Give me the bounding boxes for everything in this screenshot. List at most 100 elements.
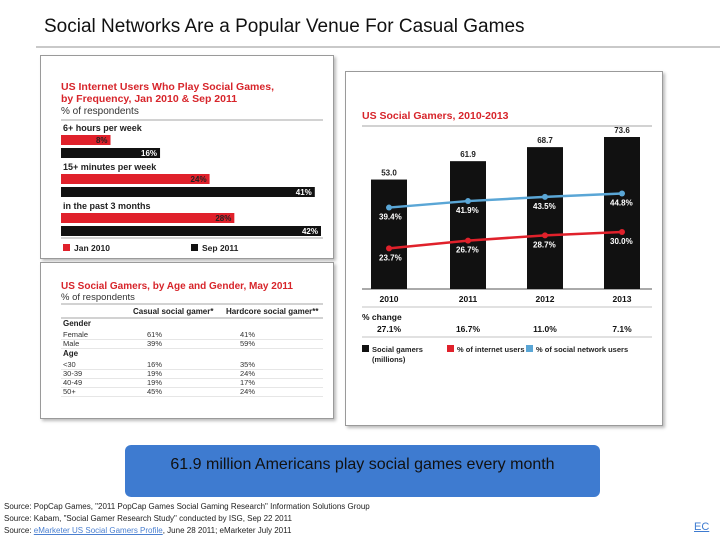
legend-label: % of social network users — [536, 345, 628, 354]
table-cell: 41% — [240, 330, 255, 339]
bar — [450, 161, 486, 289]
pct-change-value: 7.1% — [612, 324, 632, 334]
bar — [371, 179, 407, 289]
chart-title: US Internet Users Who Play Social Games, — [61, 81, 274, 93]
table-cell: 24% — [240, 369, 255, 378]
legend-label: (millions) — [372, 355, 406, 364]
line-value-label: 44.8% — [610, 199, 633, 208]
frequency-chart-panel: US Internet Users Who Play Social Games,… — [40, 55, 334, 259]
table-subtitle: % of respondents — [61, 292, 135, 303]
category-label: 6+ hours per week — [63, 123, 143, 133]
series-point — [465, 237, 471, 244]
frequency-chart: US Internet Users Who Play Social Games,… — [61, 81, 323, 253]
source-text: , June 28 2011; eMarketer July 2011 — [162, 526, 292, 535]
source-line: Source: Kabam, "Social Gamer Research St… — [4, 513, 370, 525]
source-prefix: Source: — [4, 502, 34, 511]
slide-title: Social Networks Are a Popular Venue For … — [44, 16, 525, 37]
legend-label: Social gamers — [372, 345, 423, 354]
table-cell: 59% — [240, 339, 255, 348]
legend-label: Jan 2010 — [74, 243, 110, 253]
source-line: Source: eMarketer US Social Gamers Profi… — [4, 525, 370, 537]
age-gender-table: US Social Gamers, by Age and Gender, May… — [61, 281, 323, 397]
data-label: 8% — [96, 136, 108, 145]
line-value-label: 23.7% — [379, 253, 402, 262]
callout-text: 61.9 million Americans play social games… — [170, 456, 555, 473]
x-tick-label: 2010 — [380, 294, 399, 304]
bar-value-label: 68.7 — [537, 136, 553, 145]
legend-swatch — [191, 244, 198, 251]
bar — [61, 135, 111, 145]
bar — [61, 174, 210, 184]
category-label: 15+ minutes per week — [63, 162, 157, 172]
x-tick-label: 2012 — [536, 294, 555, 304]
bar-value-label: 73.6 — [614, 126, 630, 135]
bar — [527, 147, 563, 289]
table-cell: 24% — [240, 387, 255, 396]
bar — [604, 137, 640, 289]
data-label: 24% — [191, 175, 207, 184]
series-point — [386, 245, 392, 252]
legend-swatch — [447, 345, 454, 352]
title-divider — [36, 46, 720, 48]
line-value-label: 30.0% — [610, 237, 633, 246]
source-line: Source: PopCap Games, "2011 PopCap Games… — [4, 501, 370, 513]
legend-swatch — [362, 345, 369, 352]
pct-change-value: 11.0% — [533, 324, 557, 334]
table-cell: 35% — [240, 360, 255, 369]
source-link[interactable]: eMarketer US Social Gamers Profile — [33, 526, 163, 535]
x-tick-label: 2013 — [613, 294, 632, 304]
age-gender-table-panel: US Social Gamers, by Age and Gender, May… — [40, 262, 334, 419]
source-text: Kabam, "Social Gamer Research Study" con… — [33, 514, 292, 523]
series-point — [542, 193, 548, 200]
pct-change-heading: % change — [362, 312, 402, 322]
table-cell: Female — [63, 330, 88, 339]
group-label: Age — [63, 349, 79, 358]
series-line — [388, 192, 623, 209]
data-label: 16% — [141, 149, 157, 158]
column-header: Casual social gamer* — [133, 307, 214, 316]
series-point — [619, 190, 625, 197]
table-cell: 17% — [240, 378, 255, 387]
table-cell: 50+ — [63, 387, 76, 396]
series-point — [619, 229, 625, 235]
line-value-label: 43.5% — [533, 202, 556, 211]
social-gamers-chart-panel: US Social Gamers, 2010-2013 53.0 61.9 68.7 7… — [345, 71, 663, 426]
bar — [61, 213, 235, 223]
table-cell: Male — [63, 339, 79, 348]
table-cell: 39% — [147, 339, 162, 348]
bar — [61, 187, 315, 197]
table-cell: 30-39 — [63, 369, 82, 378]
line-value-label: 39.4% — [379, 213, 402, 222]
table-cell: 40-49 — [63, 378, 82, 387]
table-cell: 61% — [147, 330, 162, 339]
table-cell: 19% — [147, 369, 162, 378]
footer-mark-link[interactable]: EC — [694, 521, 710, 533]
group-label: Gender — [63, 319, 91, 328]
table-cell: 19% — [147, 378, 162, 387]
callout-box: 61.9 million Americans play social games… — [125, 445, 600, 497]
source-notes: Source: PopCap Games, "2011 PopCap Games… — [4, 501, 370, 537]
line-value-label: 26.7% — [456, 246, 479, 255]
table-cell: 16% — [147, 360, 162, 369]
pct-change-value: 27.1% — [377, 324, 402, 334]
source-prefix: Source: — [4, 514, 34, 523]
legend-swatch — [63, 244, 70, 251]
chart-title: US Social Gamers, 2010-2013 — [362, 110, 509, 122]
table-cell: <30 — [63, 360, 76, 369]
pct-change-value: 16.7% — [456, 324, 481, 334]
social-gamers-chart: US Social Gamers, 2010-2013 53.0 61.9 68.7 7… — [362, 110, 652, 364]
legend-label: % of internet users — [457, 345, 525, 354]
data-label: 28% — [215, 214, 231, 223]
source-prefix: Source: — [4, 526, 34, 535]
source-text: PopCap Games, "2011 PopCap Games Social … — [33, 502, 370, 511]
line-value-label: 28.7% — [533, 240, 556, 249]
x-tick-label: 2011 — [459, 294, 478, 304]
legend-label: Sep 2011 — [202, 243, 239, 253]
chart-subtitle: % of respondents — [61, 106, 139, 117]
data-label: 42% — [302, 227, 318, 236]
chart-title: by Frequency, Jan 2010 & Sep 2011 — [61, 93, 237, 105]
legend-swatch — [526, 345, 533, 352]
category-label: in the past 3 months — [63, 201, 151, 211]
bar — [61, 226, 321, 236]
line-value-label: 41.9% — [456, 206, 479, 215]
